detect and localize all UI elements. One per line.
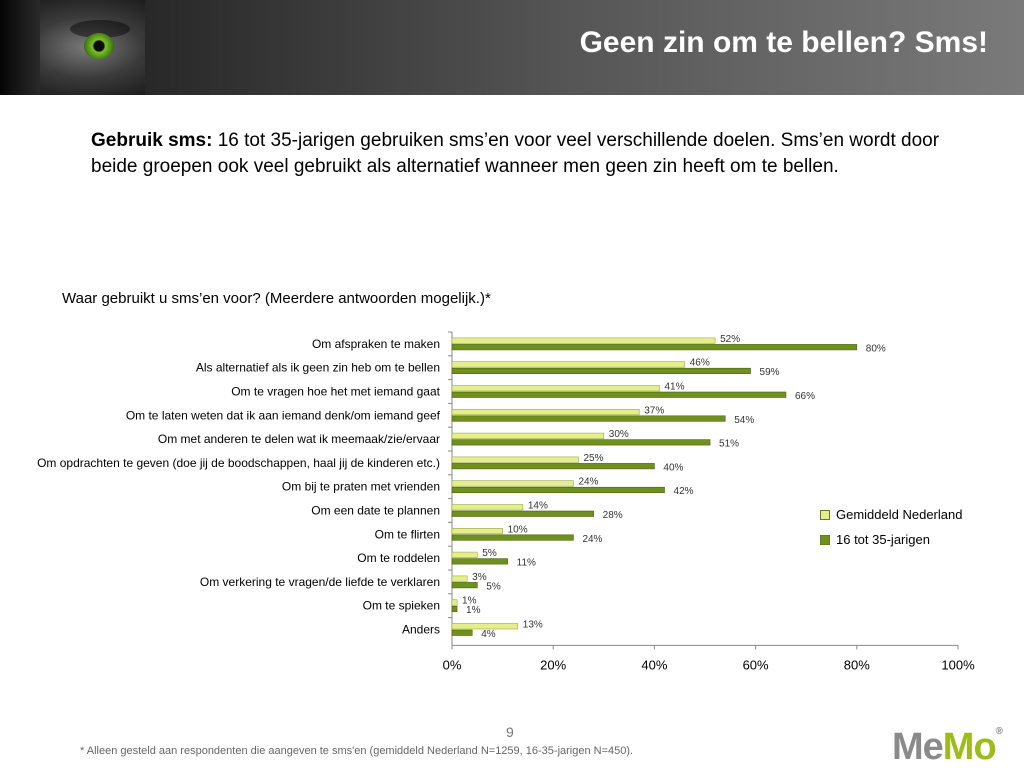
data-label: 54% — [734, 415, 754, 426]
category-label: Om met anderen te delen wat ik meemaak/z… — [158, 432, 440, 446]
category-label: Om verkering te vragen/de liefde te verk… — [200, 575, 440, 589]
data-label: 42% — [674, 486, 694, 497]
bar-gemiddeld — [451, 361, 686, 368]
data-label: 80% — [866, 343, 886, 354]
data-label: 52% — [720, 334, 740, 345]
legend-item-series2: 16 tot 35-jarigen — [820, 527, 962, 552]
bar-jongeren — [451, 486, 665, 493]
bar-gemiddeld — [451, 504, 524, 511]
category-label: Om bij te praten met vrienden — [282, 480, 440, 494]
bar-jongeren — [451, 629, 473, 636]
bar-gemiddeld — [451, 456, 579, 463]
bar-jongeren — [451, 391, 787, 398]
bar-jongeren — [451, 534, 574, 541]
data-label: 4% — [481, 629, 496, 640]
data-label: 37% — [644, 405, 664, 416]
data-label: 1% — [462, 596, 477, 607]
data-label: 28% — [603, 510, 623, 521]
bar-gemiddeld — [451, 337, 716, 344]
bar-jongeren — [451, 367, 751, 375]
data-label: 30% — [609, 429, 629, 440]
category-label: Om een date te plannen — [311, 504, 440, 518]
legend-swatch-series2 — [820, 534, 830, 545]
logo-reg: ® — [995, 726, 1003, 737]
data-label: 3% — [472, 572, 487, 583]
data-label: 25% — [584, 453, 604, 464]
x-tick-label: 100% — [941, 657, 975, 672]
data-label: 13% — [523, 620, 543, 631]
bar-gemiddeld — [451, 528, 503, 535]
category-label: Om te flirten — [375, 527, 440, 541]
bar-jongeren — [451, 510, 594, 517]
data-label: 41% — [664, 382, 684, 393]
bar-gemiddeld — [451, 409, 640, 416]
bar-gemiddeld — [451, 623, 519, 630]
data-label: 46% — [690, 358, 710, 369]
bar-jongeren — [451, 558, 508, 565]
x-tick-label: 60% — [743, 657, 769, 672]
legend-item-series1: Gemiddeld Nederland — [820, 502, 962, 527]
category-label: Om te laten weten dat ik aan iemand denk… — [126, 408, 441, 422]
logo-me: Me — [892, 726, 944, 768]
category-label: Om opdrachten te geven (doe jij de boods… — [37, 456, 440, 470]
bar-jongeren — [451, 344, 858, 351]
intro-text: Gebruik sms: 16 tot 35-jarigen gebruiken… — [91, 128, 971, 180]
category-label: Om afspraken te maken — [312, 337, 440, 351]
memo-logo: MeMo® — [892, 726, 1003, 769]
data-label: 24% — [582, 534, 602, 545]
bar-jongeren — [451, 582, 478, 589]
category-label: Om te roddelen — [357, 551, 440, 565]
bar-jongeren — [451, 439, 711, 446]
data-label: 59% — [760, 367, 780, 378]
data-label: 10% — [508, 524, 528, 535]
category-label: Om te spieken — [363, 599, 440, 613]
bar-chart: Om afspraken te maken 52% 80% Als alternati… — [37, 331, 975, 672]
bar-jongeren — [451, 463, 655, 470]
bar-gemiddeld — [451, 551, 478, 558]
bar-jongeren — [451, 415, 726, 422]
x-tick-label: 40% — [641, 657, 667, 672]
category-label: Om te vragen hoe het met iemand gaat — [231, 385, 440, 399]
slide-title: Geen zin om te bellen? Sms! — [579, 26, 988, 59]
intro-body: 16 tot 35-jarigen gebruiken sms’en voor … — [91, 130, 940, 177]
data-label: 66% — [795, 391, 815, 402]
data-label: 51% — [719, 439, 739, 450]
bar-gemiddeld — [451, 480, 574, 487]
page-number: 9 — [506, 724, 514, 740]
data-label: 14% — [528, 501, 548, 512]
legend-label-series2: 16 tot 35-jarigen — [836, 532, 930, 547]
data-label: 5% — [486, 581, 501, 592]
bar-jongeren — [451, 605, 458, 613]
data-label: 24% — [578, 477, 598, 488]
logo-mo: Mo — [942, 726, 997, 768]
x-tick-label: 20% — [540, 657, 566, 672]
legend-label-series1: Gemiddeld Nederland — [836, 507, 963, 522]
x-tick-label: 0% — [443, 657, 462, 672]
category-label: Als alternatief als ik geen zin heb om t… — [196, 361, 440, 375]
footnote: * Alleen gesteld aan respondenten die aa… — [80, 745, 634, 757]
data-label: 40% — [663, 462, 683, 473]
category-label: Anders — [402, 623, 440, 637]
bar-gemiddeld — [451, 432, 605, 439]
intro-bold: Gebruik sms: — [91, 130, 213, 151]
legend-swatch-series1 — [820, 509, 830, 520]
data-label: 1% — [466, 605, 481, 616]
header-banner: Geen zin om te bellen? Sms! — [0, 0, 1024, 95]
data-label: 11% — [517, 558, 536, 569]
bar-gemiddeld — [451, 599, 458, 606]
eye-photo — [0, 0, 145, 95]
chart-legend: Gemiddeld Nederland 16 tot 35-jarigen — [820, 502, 962, 552]
bar-gemiddeld — [451, 575, 468, 582]
x-tick-label: 80% — [844, 657, 870, 672]
chart-question: Waar gebruikt u sms’en voor? (Meerdere a… — [62, 290, 491, 307]
data-label: 5% — [482, 548, 497, 559]
bar-gemiddeld — [451, 385, 660, 392]
